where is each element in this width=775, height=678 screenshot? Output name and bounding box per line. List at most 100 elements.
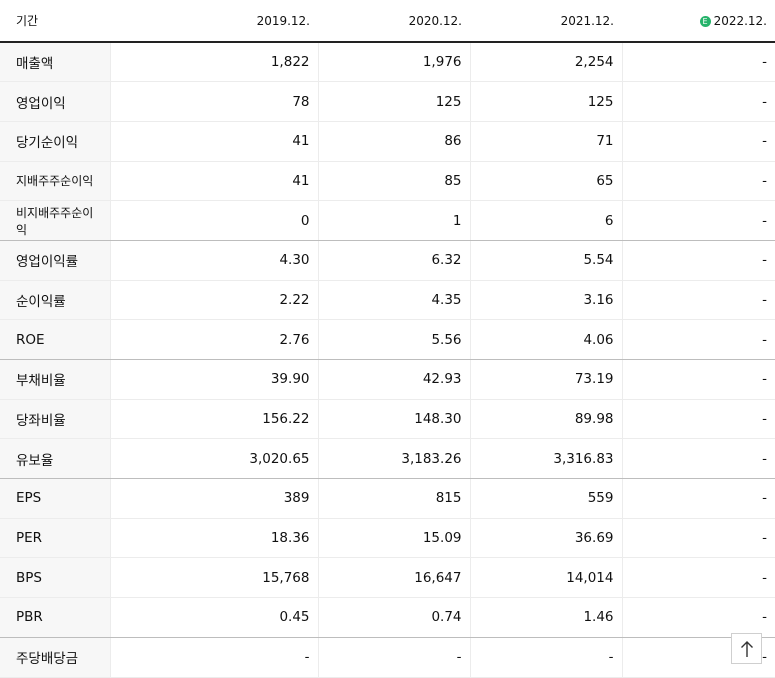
table-row: 영업이익률 4.30 6.32 5.54 -	[0, 240, 775, 281]
arrow-up-icon	[740, 640, 753, 657]
cell: -	[621, 518, 775, 559]
cell: -	[621, 359, 775, 400]
cell: 148.30	[317, 399, 470, 440]
cell: 559	[469, 478, 622, 519]
row-label: 지배주주순이익	[0, 161, 110, 202]
header-row: 기간 2019.12. 2020.12. 2021.12. E 2022.12.	[0, 0, 775, 43]
cell: -	[621, 597, 775, 638]
cell: -	[621, 478, 775, 519]
cell: 89.98	[469, 399, 622, 440]
cell: -	[469, 637, 622, 678]
cell: 815	[317, 478, 470, 519]
row-label: 부채비율	[0, 359, 110, 400]
cell: 6	[469, 200, 622, 241]
cell: -	[621, 81, 775, 122]
cell: 3.16	[469, 280, 622, 321]
cell: 4.35	[317, 280, 470, 321]
row-label: 매출액	[0, 42, 110, 83]
row-label: BPS	[0, 557, 110, 599]
cell: 5.54	[469, 240, 622, 281]
cell: 4.06	[469, 319, 622, 360]
cell: -	[621, 42, 775, 83]
table-row: 부채비율 39.90 42.93 73.19 -	[0, 359, 775, 400]
cell: 42.93	[317, 359, 470, 400]
row-label: 주당배당금	[0, 637, 110, 678]
row-label: EPS	[0, 478, 110, 519]
cell: 14,014	[469, 557, 622, 599]
cell: 0	[109, 200, 318, 241]
cell: 78	[109, 81, 318, 122]
table-row: 당기순이익 41 86 71 -	[0, 121, 775, 162]
period-2020: 2020.12.	[318, 0, 470, 43]
period-header-label: 기간	[0, 0, 110, 43]
estimate-icon: E	[699, 15, 711, 27]
cell: 125	[317, 81, 470, 122]
cell: 2.22	[109, 280, 318, 321]
table-row: EPS 389 815 559 -	[0, 478, 775, 519]
row-label: ROE	[0, 319, 110, 360]
cell: -	[621, 240, 775, 281]
cell: 3,316.83	[469, 438, 622, 480]
cell: 4.30	[109, 240, 318, 281]
cell: 1.46	[469, 597, 622, 638]
cell: -	[621, 121, 775, 162]
cell: 36.69	[469, 518, 622, 559]
row-label: 당좌비율	[0, 399, 110, 440]
cell: 0.74	[317, 597, 470, 638]
cell: -	[621, 399, 775, 440]
cell: -	[109, 637, 318, 678]
period-2022-estimate: E 2022.12.	[622, 0, 775, 43]
row-label: 영업이익	[0, 81, 110, 122]
table-row: PER 18.36 15.09 36.69 -	[0, 518, 775, 559]
cell: 86	[317, 121, 470, 162]
cell: 0.45	[109, 597, 318, 638]
cell: 73.19	[469, 359, 622, 400]
cell: -	[621, 557, 775, 599]
row-label: PBR	[0, 597, 110, 638]
row-label: 비지배주주순이익	[0, 200, 110, 241]
cell: 1,822	[109, 42, 318, 83]
row-label: PER	[0, 518, 110, 559]
cell: 3,183.26	[317, 438, 470, 480]
period-2019: 2019.12.	[110, 0, 318, 43]
cell: 39.90	[109, 359, 318, 400]
cell: 3,020.65	[109, 438, 318, 480]
cell: 16,647	[317, 557, 470, 599]
cell: 65	[469, 161, 622, 202]
table-row: BPS 15,768 16,647 14,014 -	[0, 557, 775, 599]
table-row: 영업이익 78 125 125 -	[0, 81, 775, 122]
row-label: 유보율	[0, 438, 110, 480]
cell: -	[621, 438, 775, 480]
period-2021: 2021.12.	[470, 0, 622, 43]
cell: -	[621, 280, 775, 321]
table-row: 매출액 1,822 1,976 2,254 -	[0, 42, 775, 83]
cell: 18.36	[109, 518, 318, 559]
cell: 125	[469, 81, 622, 122]
cell: 156.22	[109, 399, 318, 440]
table-row: 당좌비율 156.22 148.30 89.98 -	[0, 399, 775, 440]
table-row: PBR 0.45 0.74 1.46 -	[0, 597, 775, 638]
cell: 15.09	[317, 518, 470, 559]
table-row: 순이익률 2.22 4.35 3.16 -	[0, 280, 775, 321]
cell: -	[621, 200, 775, 241]
period-2022-label: 2022.12.	[713, 13, 767, 28]
row-label: 당기순이익	[0, 121, 110, 162]
table-row: 주당배당금 - - - -	[0, 637, 775, 678]
cell: 1	[317, 200, 470, 241]
table-row: ROE 2.76 5.56 4.06 -	[0, 319, 775, 360]
cell: 2,254	[469, 42, 622, 83]
cell: 389	[109, 478, 318, 519]
table-row: 비지배주주순이익 0 1 6 -	[0, 200, 775, 241]
cell: 71	[469, 121, 622, 162]
table-row: 유보율 3,020.65 3,183.26 3,316.83 -	[0, 438, 775, 480]
cell: 41	[109, 121, 318, 162]
cell: 85	[317, 161, 470, 202]
row-label: 순이익률	[0, 280, 110, 321]
cell: 1,976	[317, 42, 470, 83]
scroll-top-button[interactable]	[731, 633, 762, 664]
row-label: 영업이익률	[0, 240, 110, 281]
table-row: 지배주주순이익 41 85 65 -	[0, 161, 775, 202]
cell: 15,768	[109, 557, 318, 599]
cell: 6.32	[317, 240, 470, 281]
